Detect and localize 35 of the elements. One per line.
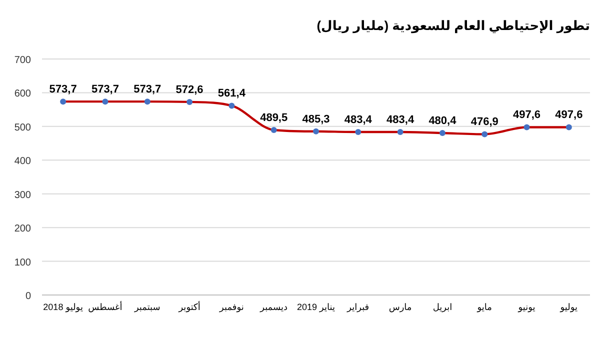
x-tick-label: سبتمبر bbox=[133, 302, 160, 313]
data-label: 489,5 bbox=[260, 112, 288, 124]
x-tick-label: يوليو bbox=[559, 302, 578, 313]
y-tick-label: 700 bbox=[14, 55, 32, 66]
data-label: 485,3 bbox=[302, 113, 330, 126]
y-tick-label: 300 bbox=[14, 190, 32, 201]
data-label: 497,6 bbox=[513, 109, 541, 122]
x-tick-label: أكتوبر bbox=[178, 301, 200, 313]
x-tick-label: يناير 2019 bbox=[297, 302, 336, 313]
data-label: 483,4 bbox=[386, 114, 415, 126]
data-label: 561,4 bbox=[218, 88, 246, 100]
chart-title: تطور الإحتياطي العام للسعودية (مليار ريال) bbox=[316, 18, 590, 34]
x-tick-label: ابريل bbox=[432, 302, 452, 313]
y-tick-label: 400 bbox=[14, 156, 32, 168]
x-tick-label: نوفمبر bbox=[218, 302, 244, 313]
x-tick-label: يونيو bbox=[517, 302, 536, 313]
x-tick-label: ديسمبر bbox=[259, 302, 288, 313]
y-tick-label: 100 bbox=[14, 257, 32, 268]
data-label: 573,7 bbox=[91, 84, 119, 96]
data-label: 480,4 bbox=[428, 115, 458, 128]
x-tick-label: أغسطس bbox=[88, 301, 122, 313]
x-tick-label: مايو bbox=[476, 302, 492, 313]
data-label: 572,6 bbox=[176, 84, 204, 96]
x-tick-label: فبراير bbox=[346, 302, 370, 313]
data-label: 483,4 bbox=[344, 114, 373, 126]
y-tick-label: 500 bbox=[14, 122, 32, 134]
data-label: 497,6 bbox=[555, 109, 583, 122]
y-tick-label: 200 bbox=[14, 224, 32, 235]
y-tick-label: 0 bbox=[25, 291, 32, 302]
x-tick-label: مارس bbox=[388, 302, 412, 313]
y-tick-label: 600 bbox=[14, 88, 32, 100]
data-label: 573,7 bbox=[134, 84, 162, 96]
x-tick-label: يوليو 2018 bbox=[43, 302, 84, 313]
data-label: 476,9 bbox=[470, 116, 498, 128]
data-label: 573,7 bbox=[49, 84, 77, 96]
